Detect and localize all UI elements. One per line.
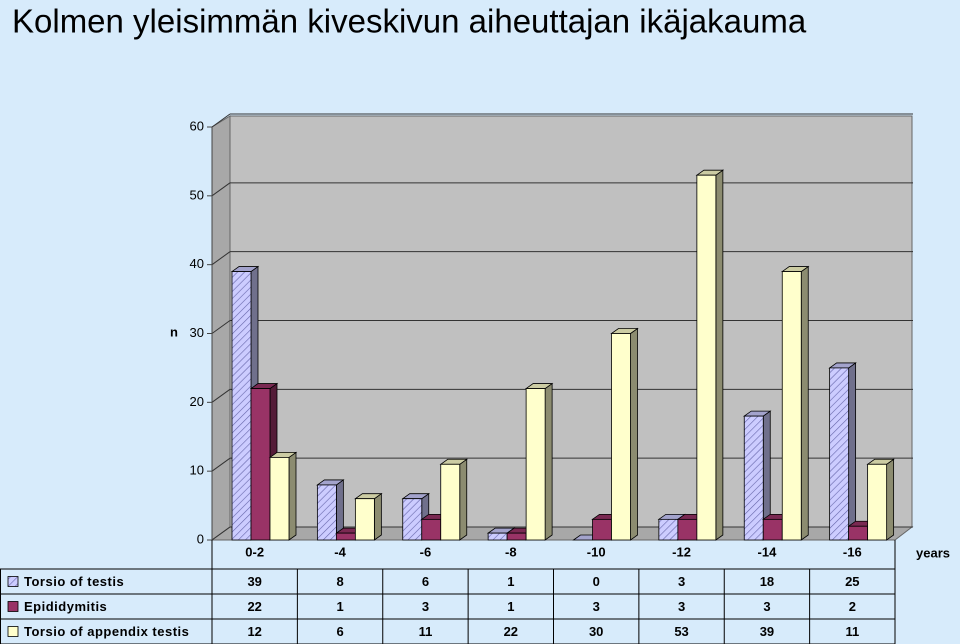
x-tick-label: -16: [843, 544, 862, 559]
table-value: 22: [504, 624, 518, 639]
table-value: 3: [422, 599, 429, 614]
bar: [743, 415, 764, 541]
y-tick-label: 10: [190, 463, 204, 478]
bar: [440, 463, 461, 541]
back-wall: [229, 115, 913, 528]
y-tick-label: 50: [190, 187, 204, 202]
bar: [658, 518, 679, 541]
bar: [848, 525, 869, 541]
x-tick-label: -14: [758, 544, 778, 559]
bar: [421, 518, 442, 541]
table-value: 39: [760, 624, 774, 639]
bar-side: [848, 362, 857, 541]
y-tick-label: 20: [190, 394, 204, 409]
x-tick-label: -10: [587, 544, 606, 559]
bar: [592, 518, 612, 541]
chart-title: Kolmen yleisimmän kiveskivun aiheuttajan…: [12, 3, 807, 40]
legend-key: [7, 626, 19, 637]
bar-side: [288, 451, 297, 541]
table-value: 11: [419, 624, 433, 639]
table-value: 1: [507, 599, 514, 614]
legend-key: [7, 576, 19, 587]
bar-side: [544, 382, 553, 541]
bar: [762, 518, 783, 541]
table-value: 53: [674, 624, 688, 639]
legend-label: Epididymitis: [24, 599, 107, 614]
bar: [696, 174, 717, 541]
table-value: 3: [763, 599, 770, 614]
y-tick-label: 40: [190, 256, 204, 271]
bar: [231, 271, 252, 541]
bar: [335, 532, 356, 541]
left-wall: [211, 115, 231, 541]
grid-line: [211, 320, 231, 334]
table-value: 1: [336, 599, 343, 614]
x-tick-label: -12: [672, 544, 691, 559]
table-value: 8: [336, 574, 343, 589]
table-value: 0: [593, 574, 600, 589]
grid-line: [211, 182, 231, 197]
table-value: 3: [678, 574, 685, 589]
table-value: 2: [849, 599, 856, 614]
bar: [829, 367, 850, 541]
table-value: 39: [247, 574, 261, 589]
table-value: 3: [593, 599, 600, 614]
bar-side: [800, 265, 809, 541]
bar: [506, 532, 527, 541]
bar: [677, 518, 698, 541]
legend-label: Torsio of testis: [24, 574, 124, 589]
table-value: 6: [422, 574, 429, 589]
bar: [354, 498, 375, 541]
x-axis-label: years: [916, 545, 950, 560]
bar: [316, 484, 337, 541]
grid-line: [211, 388, 231, 403]
table-value: 30: [589, 624, 603, 639]
legend-label: Torsio of appendix testis: [24, 624, 189, 639]
bar-side: [630, 327, 638, 541]
bar: [269, 456, 290, 541]
table-value: 22: [247, 599, 261, 614]
x-tick-label: -8: [505, 544, 517, 559]
bar-side: [715, 169, 724, 541]
x-tick-label: -6: [420, 544, 432, 559]
bar-side: [459, 458, 468, 541]
grid-line: [211, 457, 231, 472]
bar: [525, 388, 546, 541]
bar: [867, 463, 888, 541]
x-tick-label: 0-2: [245, 544, 264, 559]
table-value: 12: [247, 624, 261, 639]
grid-line: [211, 251, 231, 266]
legend-key: [7, 601, 19, 612]
table-value: 18: [760, 574, 774, 589]
table-value: 6: [336, 624, 343, 639]
grid-line: [211, 113, 231, 128]
bar-side: [886, 458, 895, 541]
y-tick-label: 30: [190, 325, 204, 340]
y-axis-label: n: [170, 324, 178, 339]
table-value: 1: [507, 574, 514, 589]
table-value: 25: [845, 574, 859, 589]
bar: [402, 498, 423, 541]
x-tick-label: -4: [334, 544, 346, 559]
bar: [611, 333, 631, 541]
table-value: 11: [845, 624, 859, 639]
y-tick-label: 60: [190, 118, 204, 133]
bar-side: [373, 492, 382, 541]
bar: [487, 532, 508, 541]
table-value: 3: [678, 599, 685, 614]
bar: [250, 388, 271, 541]
bar: [781, 271, 802, 541]
grid-line: [211, 526, 231, 541]
y-tick-label: 0: [197, 531, 204, 546]
